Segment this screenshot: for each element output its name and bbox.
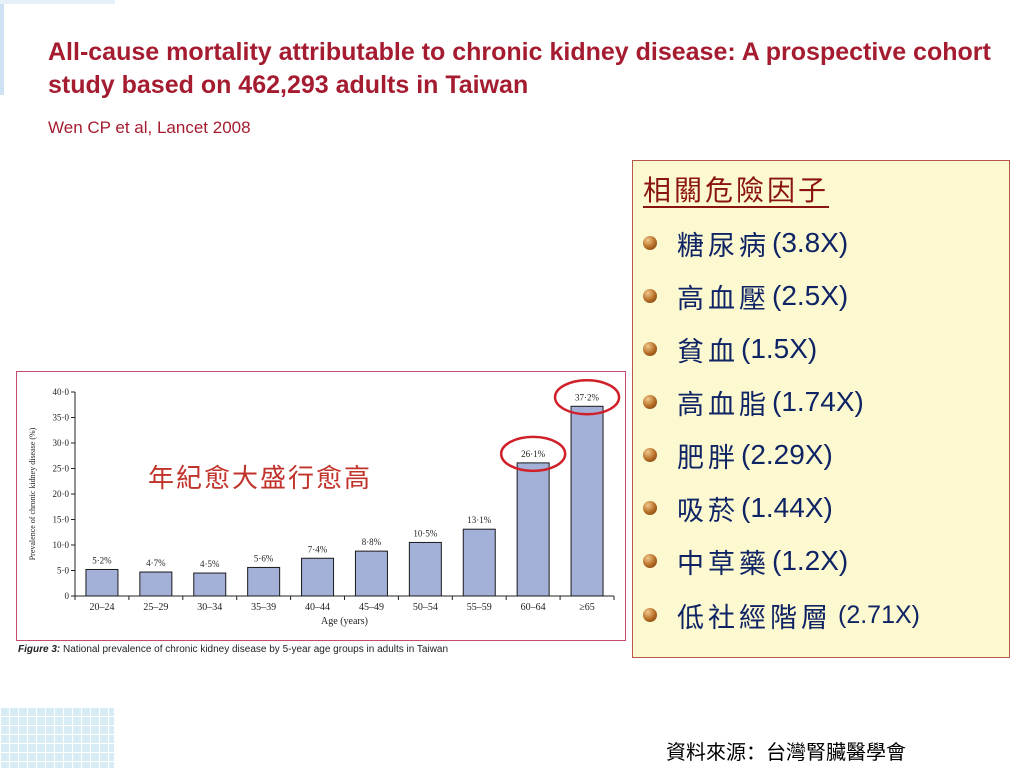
risk-factor-ratio: (1.2X) <box>772 545 849 576</box>
bar-value-label: 10·5% <box>413 528 437 538</box>
x-tick-label: 25–29 <box>143 602 168 613</box>
risk-factors-heading: 相關危險因子 <box>643 174 830 207</box>
x-tick-label: 60–64 <box>521 602 546 613</box>
bullet-icon <box>643 289 657 303</box>
risk-factor-item: 貧血 (1.5X) <box>643 329 817 369</box>
figure-caption-label: Figure 3: <box>18 644 61 655</box>
prevalence-bar-chart: 0 5·0 10·0 15·0 20·0 25·0 30·0 35·0 40·0 Prevalen… <box>28 379 621 627</box>
y-tick-label: 25·0 <box>53 464 70 474</box>
risk-factor-ratio: (3.8X) <box>772 227 849 258</box>
bar-value-label: 5·6% <box>254 553 274 563</box>
bullet-icon <box>643 395 657 409</box>
chart-axes: 0 5·0 10·0 15·0 20·0 25·0 30·0 35·0 40·0 Prevalen… <box>28 387 615 627</box>
bar-value-label: 26·1% <box>521 449 545 459</box>
bar-value-label: 7·4% <box>308 544 328 554</box>
y-tick-label: 5·0 <box>57 566 69 576</box>
corner-decoration-grid <box>0 707 114 768</box>
bar <box>139 571 173 597</box>
prevalence-chart-figure: 0 5·0 10·0 15·0 20·0 25·0 30·0 35·0 40·0 Prevalen… <box>16 371 626 641</box>
bar <box>354 550 388 597</box>
y-axis-label: Prevalence of chronic kidney disease (%) <box>28 427 37 560</box>
bar <box>462 528 496 597</box>
figure-caption-text: National prevalence of chronic kidney di… <box>63 644 449 655</box>
bullet-icon <box>643 342 657 356</box>
bar-value-label: 4·7% <box>146 558 166 568</box>
x-tick-label: 35–39 <box>251 602 276 613</box>
bullet-icon <box>643 501 657 515</box>
bullet-icon <box>643 608 657 622</box>
bar <box>408 541 442 597</box>
corner-decoration-top <box>0 0 4 95</box>
risk-factor-name: 肥胖 <box>677 442 739 474</box>
bar-value-label: 13·1% <box>467 515 491 525</box>
y-tick-label: 30·0 <box>53 438 70 448</box>
risk-factor-item: 高血脂 (1.74X) <box>643 382 864 422</box>
risk-factor-item: 高血壓 (2.5X) <box>643 276 848 316</box>
risk-factor-name: 吸菸 <box>677 495 739 527</box>
x-tick-label: 30–34 <box>197 602 222 613</box>
bar <box>516 462 550 597</box>
figure-caption: Figure 3: National prevalence of chronic… <box>18 644 448 655</box>
risk-factor-item: 糖尿病 (3.8X) <box>643 223 848 263</box>
slide-title: All-cause mortality attributable to chro… <box>48 38 991 99</box>
bar <box>193 572 227 597</box>
bar <box>247 566 281 597</box>
risk-factor-item: 肥胖 (2.29X) <box>643 435 833 475</box>
risk-factors-panel: 相關危險因子 糖尿病 (3.8X) 高血壓 (2.5X) 貧血 (1.5X) 高… <box>632 160 1010 658</box>
bar-value-label: 37·2% <box>575 392 599 402</box>
y-tick-label: 10·0 <box>53 540 70 550</box>
risk-factor-name: 糖尿病 <box>677 230 770 262</box>
x-tick-label: 50–54 <box>413 602 438 613</box>
bar-value-label: 4·5% <box>200 559 220 569</box>
chart-bars: 5·2% 4·7% 4·5% 5·6% 7·4% 8·8% 10·5% 13·1% 26·1% 3… <box>85 392 604 597</box>
risk-factor-item: 吸菸 (1.44X) <box>643 488 833 528</box>
risk-factor-name: 貧血 <box>677 336 739 368</box>
highlight-circle <box>499 435 567 473</box>
risk-factor-item: 低社經階層 (2.71X) <box>643 595 920 635</box>
y-tick-label: 35·0 <box>53 413 70 423</box>
risk-factor-ratio: (1.5X) <box>741 333 818 364</box>
bar <box>85 568 119 597</box>
bullet-icon <box>643 236 657 250</box>
source-note: 資料來源：台灣腎臟醫學會 <box>666 740 906 764</box>
x-axis-label: Age (years) <box>321 616 368 627</box>
x-tick-label: ≥65 <box>579 602 595 613</box>
y-tick-label: 40·0 <box>53 387 70 397</box>
slide-citation: Wen CP et al, Lancet 2008 <box>48 118 251 137</box>
bar-value-label: 5·2% <box>92 555 112 565</box>
y-tick-label: 15·0 <box>53 515 70 525</box>
risk-factor-ratio: (2.29X) <box>741 439 833 470</box>
y-tick-label: 0 <box>65 591 70 601</box>
bullet-icon <box>643 554 657 568</box>
y-tick-label: 20·0 <box>53 489 70 499</box>
bar-value-label: 8·8% <box>362 537 382 547</box>
risk-factor-ratio: (1.74X) <box>772 386 864 417</box>
risk-factor-item: 中草藥 (1.2X) <box>643 541 848 581</box>
bullet-icon <box>643 448 657 462</box>
bar <box>570 405 604 597</box>
corner-decoration-top-strip <box>0 0 115 4</box>
bar <box>301 557 335 597</box>
x-tick-label: 20–24 <box>89 602 114 613</box>
risk-factor-ratio: (2.5X) <box>772 280 849 311</box>
risk-factor-name: 低社經階層 <box>677 602 832 634</box>
risk-factor-ratio: (2.71X) <box>838 600 920 629</box>
x-tick-label: 40–44 <box>305 602 330 613</box>
age-trend-note: 年紀愈大盛行愈高 <box>148 464 373 494</box>
x-tick-label: 45–49 <box>359 602 384 613</box>
risk-factor-name: 中草藥 <box>677 548 770 580</box>
chart-highlight-circles <box>499 379 621 473</box>
risk-factor-name: 高血脂 <box>677 389 770 421</box>
risk-factor-name: 高血壓 <box>677 283 770 315</box>
risk-factor-ratio: (1.44X) <box>741 492 833 523</box>
x-tick-label: 55–59 <box>467 602 492 613</box>
highlight-circle <box>553 379 621 416</box>
